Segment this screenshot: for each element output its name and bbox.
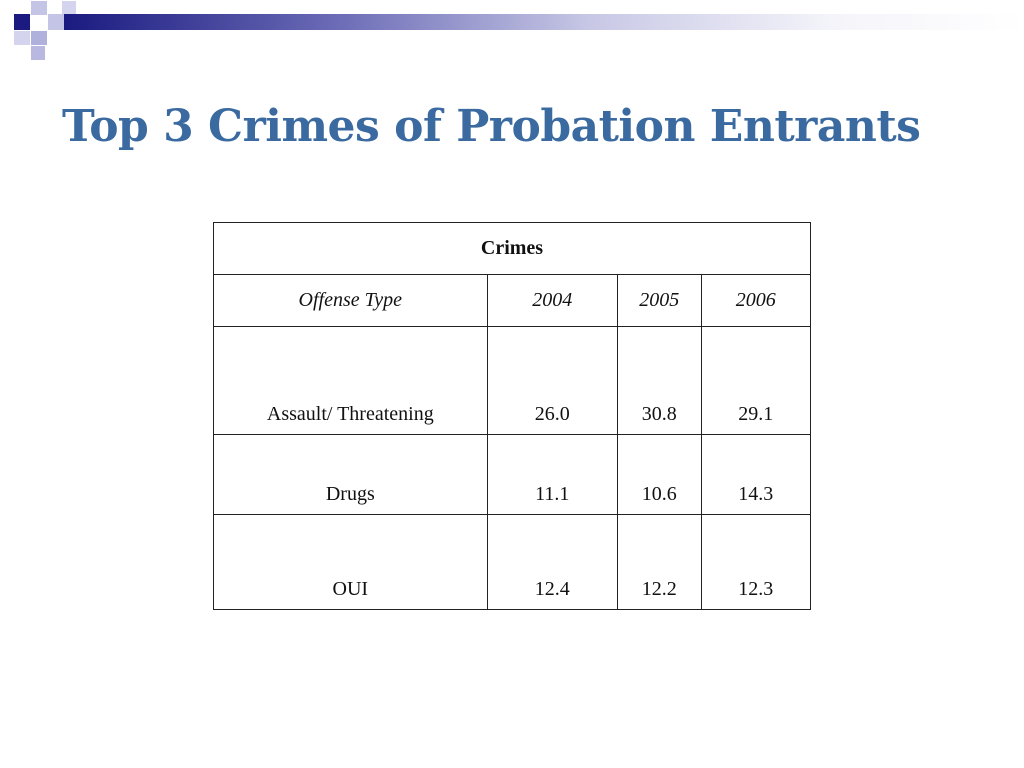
table-row: OUI 12.4 12.2 12.3 <box>213 514 812 610</box>
table-row: Drugs 11.1 10.6 14.3 <box>213 434 812 515</box>
column-header-offense-type: Offense Type <box>213 274 488 327</box>
column-header-2005: 2005 <box>616 274 702 327</box>
header-decoration-square <box>31 1 47 15</box>
column-header-2004: 2004 <box>486 274 618 327</box>
value-cell: 12.4 <box>486 514 618 610</box>
value-cell: 26.0 <box>486 326 618 435</box>
offense-cell: Assault/ Threatening <box>213 326 488 435</box>
header-decoration-square <box>14 31 30 45</box>
header-gradient-bar <box>64 14 1024 30</box>
value-cell: 14.3 <box>700 434 812 515</box>
header-decoration-square <box>62 1 76 15</box>
column-header-2006: 2006 <box>700 274 812 327</box>
value-cell: 12.2 <box>616 514 702 610</box>
header-decoration-square <box>31 31 47 45</box>
header-decoration-square <box>31 46 45 60</box>
header-decoration-square <box>48 14 64 30</box>
slide-title: Top 3 Crimes of Probation Entrants <box>62 101 921 152</box>
value-cell: 30.8 <box>616 326 702 435</box>
table-row: Assault/ Threatening 26.0 30.8 29.1 <box>213 326 812 435</box>
table-header-row: Offense Type 2004 2005 2006 <box>213 274 812 327</box>
value-cell: 11.1 <box>486 434 618 515</box>
table-caption-row: Crimes <box>213 222 811 275</box>
value-cell: 12.3 <box>700 514 812 610</box>
offense-cell: Drugs <box>213 434 488 515</box>
crimes-table: Crimes Offense Type 2004 2005 2006 Assau… <box>213 222 812 610</box>
value-cell: 10.6 <box>616 434 702 515</box>
table-caption: Crimes <box>213 222 811 275</box>
value-cell: 29.1 <box>700 326 812 435</box>
offense-cell: OUI <box>213 514 488 610</box>
header-decoration-square <box>14 14 30 30</box>
